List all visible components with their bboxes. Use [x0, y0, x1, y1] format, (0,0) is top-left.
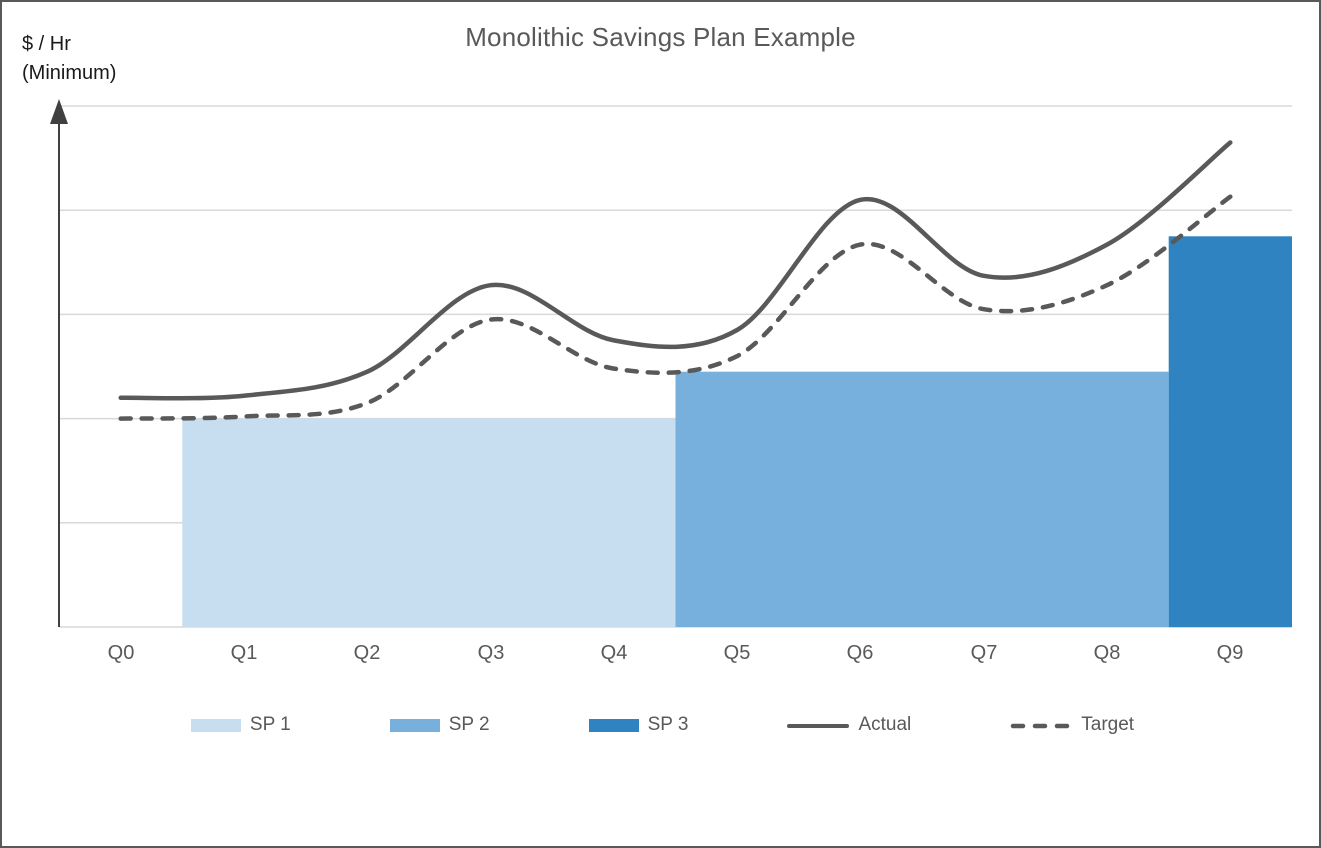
legend-label-sp2: SP 2 [448, 714, 490, 735]
y-axis-label: $ / Hr (Minimum) [22, 30, 116, 88]
y-axis-arrow-icon [50, 99, 68, 124]
bar-sp3 [1168, 236, 1292, 628]
legend-solid-line-sample [787, 723, 850, 728]
line-actual [118, 140, 1233, 401]
legend-swatch-sp2 [389, 718, 440, 732]
legend-label-sp3: SP 3 [647, 714, 689, 735]
legend-item-sp2: SP 2 [389, 714, 490, 736]
legend-item-actual: Actual [787, 714, 911, 736]
legend-item-sp1: SP 1 [190, 714, 291, 736]
legend-label-actual: Actual [858, 714, 912, 735]
legend-item-target: Target [1010, 714, 1134, 736]
line-target [118, 194, 1233, 421]
legend-dashed-line-sample [1010, 723, 1072, 729]
bar-sp2 [675, 371, 1169, 627]
legend-label-target: Target [1081, 714, 1135, 735]
y-axis-label-line1: $ / Hr [22, 33, 71, 55]
y-axis-label-line2: (Minimum) [22, 62, 117, 84]
legend-swatch-sp1 [190, 718, 241, 732]
legend-swatch-sp3 [588, 718, 639, 732]
legend-item-sp3: SP 3 [588, 714, 689, 736]
legend-label-sp1: SP 1 [249, 714, 291, 735]
bar-sp1 [182, 418, 676, 627]
chart-title: Monolithic Savings Plan Example [465, 22, 856, 52]
chart-legend: SP 1 SP 2 SP 3 Actual Target [2, 714, 1319, 736]
